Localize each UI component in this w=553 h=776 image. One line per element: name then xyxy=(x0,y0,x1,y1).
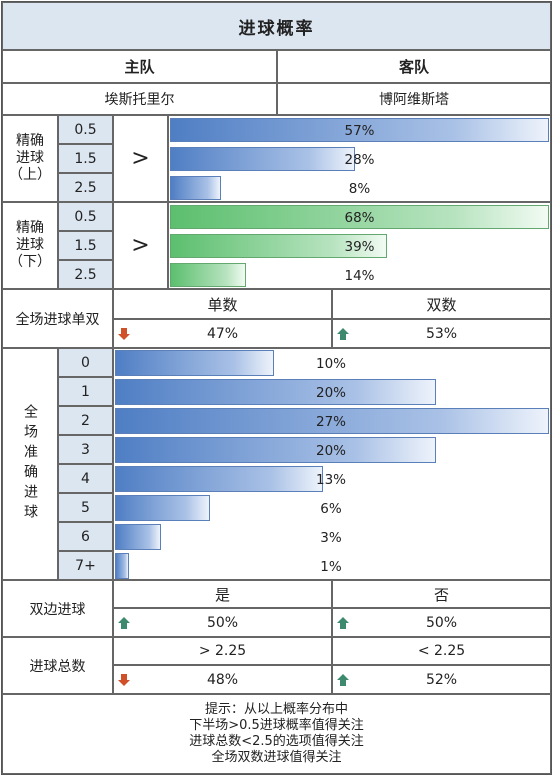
over-value-cell: 48% xyxy=(113,665,332,694)
first-half-label-line: 进球 xyxy=(16,150,44,166)
first-half-line: 1.5 xyxy=(58,144,113,173)
tip-line: 下半场>0.5进球概率值得关注 xyxy=(189,718,364,733)
away-team-header: 客队 xyxy=(277,50,551,83)
goal-count-label: 2 xyxy=(58,406,113,435)
under-pct: 52% xyxy=(425,671,458,688)
over-under-label: 进球总数 xyxy=(2,637,113,694)
btts-yes-pct: 50% xyxy=(206,614,239,631)
second-half-label-line: （下） xyxy=(9,254,51,270)
second-half-label-line: 精确 xyxy=(16,220,44,236)
goal-count-pct: 1% xyxy=(320,558,342,575)
even-value-cell: 53% xyxy=(332,319,551,348)
under-value-cell: 52% xyxy=(332,665,551,694)
home-team-header: 主队 xyxy=(2,50,277,83)
goal-count-pct: 10% xyxy=(315,355,346,372)
goal-count-pct: 20% xyxy=(315,384,346,401)
over-pct: 48% xyxy=(206,671,239,688)
goal-count-label: 4 xyxy=(58,464,113,493)
tip-line: 进球总数<2.5的选项值得关注 xyxy=(189,734,364,749)
goal-count-bar xyxy=(115,379,436,405)
second-half-bar xyxy=(170,234,387,258)
first-half-label-line: 精确 xyxy=(16,133,44,149)
under-header: < 2.25 xyxy=(332,637,551,665)
away-team-name: 博阿维斯塔 xyxy=(277,83,551,115)
page-title: 进球概率 xyxy=(2,2,551,50)
goal-count-bar xyxy=(115,437,436,463)
tip-line: 提示：从以上概率分布中 xyxy=(204,702,348,717)
second-half-line: 2.5 xyxy=(58,260,113,289)
first-half-bars: 57% 28% 8% xyxy=(168,115,551,202)
down-arrow-icon xyxy=(118,328,130,340)
second-half-pct: 68% xyxy=(344,209,375,226)
btts-no-value-cell: 50% xyxy=(332,608,551,637)
first-half-bar xyxy=(170,176,221,200)
first-half-label-line: （上） xyxy=(9,167,51,183)
second-half-line: 1.5 xyxy=(58,231,113,260)
second-half-compare: > xyxy=(113,202,168,289)
second-half-line: 0.5 xyxy=(58,202,113,231)
first-half-bar xyxy=(170,118,549,142)
odd-even-label: 全场进球单双 xyxy=(2,289,113,348)
up-arrow-icon xyxy=(337,674,349,686)
tip-line: 全场双数进球值得关注 xyxy=(211,750,342,765)
goal-count-pct: 3% xyxy=(320,529,342,546)
even-pct: 53% xyxy=(425,325,458,342)
first-half-label: 精确 进球 （上） xyxy=(2,115,58,202)
up-arrow-icon xyxy=(337,617,349,629)
total-goals-label: 全场准确进球 xyxy=(2,348,58,580)
second-half-bar xyxy=(170,205,549,229)
over-header: > 2.25 xyxy=(113,637,332,665)
odd-value-cell: 47% xyxy=(113,319,332,348)
home-team-name: 埃斯托里尔 xyxy=(2,83,277,115)
goal-count-label: 6 xyxy=(58,522,113,551)
second-half-pct: 14% xyxy=(344,267,375,284)
btts-no-pct: 50% xyxy=(425,614,458,631)
first-half-bar xyxy=(170,147,355,171)
first-half-line: 0.5 xyxy=(58,115,113,144)
goal-count-bar xyxy=(115,466,323,492)
up-arrow-icon xyxy=(337,328,349,340)
goal-count-pct: 20% xyxy=(315,442,346,459)
second-half-label: 精确 进球 （下） xyxy=(2,202,58,289)
odd-header: 单数 xyxy=(113,289,332,319)
down-arrow-icon xyxy=(118,674,130,686)
goal-count-bar xyxy=(115,408,549,434)
second-half-pct: 39% xyxy=(344,238,375,255)
btts-no-header: 否 xyxy=(332,580,551,608)
goal-count-label: 5 xyxy=(58,493,113,522)
goal-count-label: 1 xyxy=(58,377,113,406)
second-half-label-line: 进球 xyxy=(16,237,44,253)
btts-label: 双边进球 xyxy=(2,580,113,637)
goal-count-bar xyxy=(115,350,274,376)
btts-yes-header: 是 xyxy=(113,580,332,608)
goal-count-label: 0 xyxy=(58,348,113,377)
even-header: 双数 xyxy=(332,289,551,319)
btts-yes-value-cell: 50% xyxy=(113,608,332,637)
total-goals-bars: 10% 20% 27% 20% 13% 6% 3% 1% xyxy=(113,348,551,580)
odd-pct: 47% xyxy=(206,325,239,342)
second-half-bars: 68% 39% 14% xyxy=(168,202,551,289)
first-half-pct: 8% xyxy=(348,180,371,197)
total-goals-label-text: 全场准确进球 xyxy=(22,404,38,524)
goal-count-bar xyxy=(115,553,129,579)
up-arrow-icon xyxy=(118,617,130,629)
goal-count-bar xyxy=(115,495,210,521)
goal-count-label: 3 xyxy=(58,435,113,464)
goal-count-label: 7+ xyxy=(58,551,113,580)
goal-count-pct: 27% xyxy=(315,413,346,430)
goal-count-bar xyxy=(115,524,161,550)
first-half-line: 2.5 xyxy=(58,173,113,202)
goal-count-pct: 6% xyxy=(320,500,342,517)
goal-count-pct: 13% xyxy=(315,471,346,488)
tips-box: 提示：从以上概率分布中 下半场>0.5进球概率值得关注 进球总数<2.5的选项值… xyxy=(2,694,551,774)
second-half-bar xyxy=(170,263,246,287)
first-half-compare: > xyxy=(113,115,168,202)
first-half-pct: 28% xyxy=(344,151,375,168)
first-half-pct: 57% xyxy=(344,122,375,139)
